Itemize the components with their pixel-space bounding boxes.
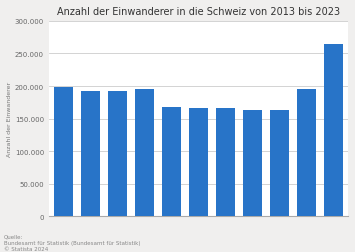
Bar bbox=[269, 111, 289, 216]
Bar bbox=[108, 91, 127, 216]
Bar bbox=[135, 89, 154, 216]
Bar bbox=[81, 92, 100, 216]
Bar bbox=[162, 107, 181, 216]
Text: Quelle:
Bundesamt für Statistik (Bundesamt für Statistik)
© Statista 2024: Quelle: Bundesamt für Statistik (Bundesa… bbox=[4, 233, 140, 251]
Bar bbox=[189, 108, 208, 216]
Y-axis label: Anzahl der Einwanderer: Anzahl der Einwanderer bbox=[7, 82, 12, 156]
Bar bbox=[296, 89, 316, 216]
Bar bbox=[243, 111, 262, 216]
Bar bbox=[323, 45, 343, 216]
Bar bbox=[216, 108, 235, 216]
Title: Anzahl der Einwanderer in die Schweiz von 2013 bis 2023: Anzahl der Einwanderer in die Schweiz vo… bbox=[57, 7, 340, 17]
Bar bbox=[54, 88, 73, 216]
